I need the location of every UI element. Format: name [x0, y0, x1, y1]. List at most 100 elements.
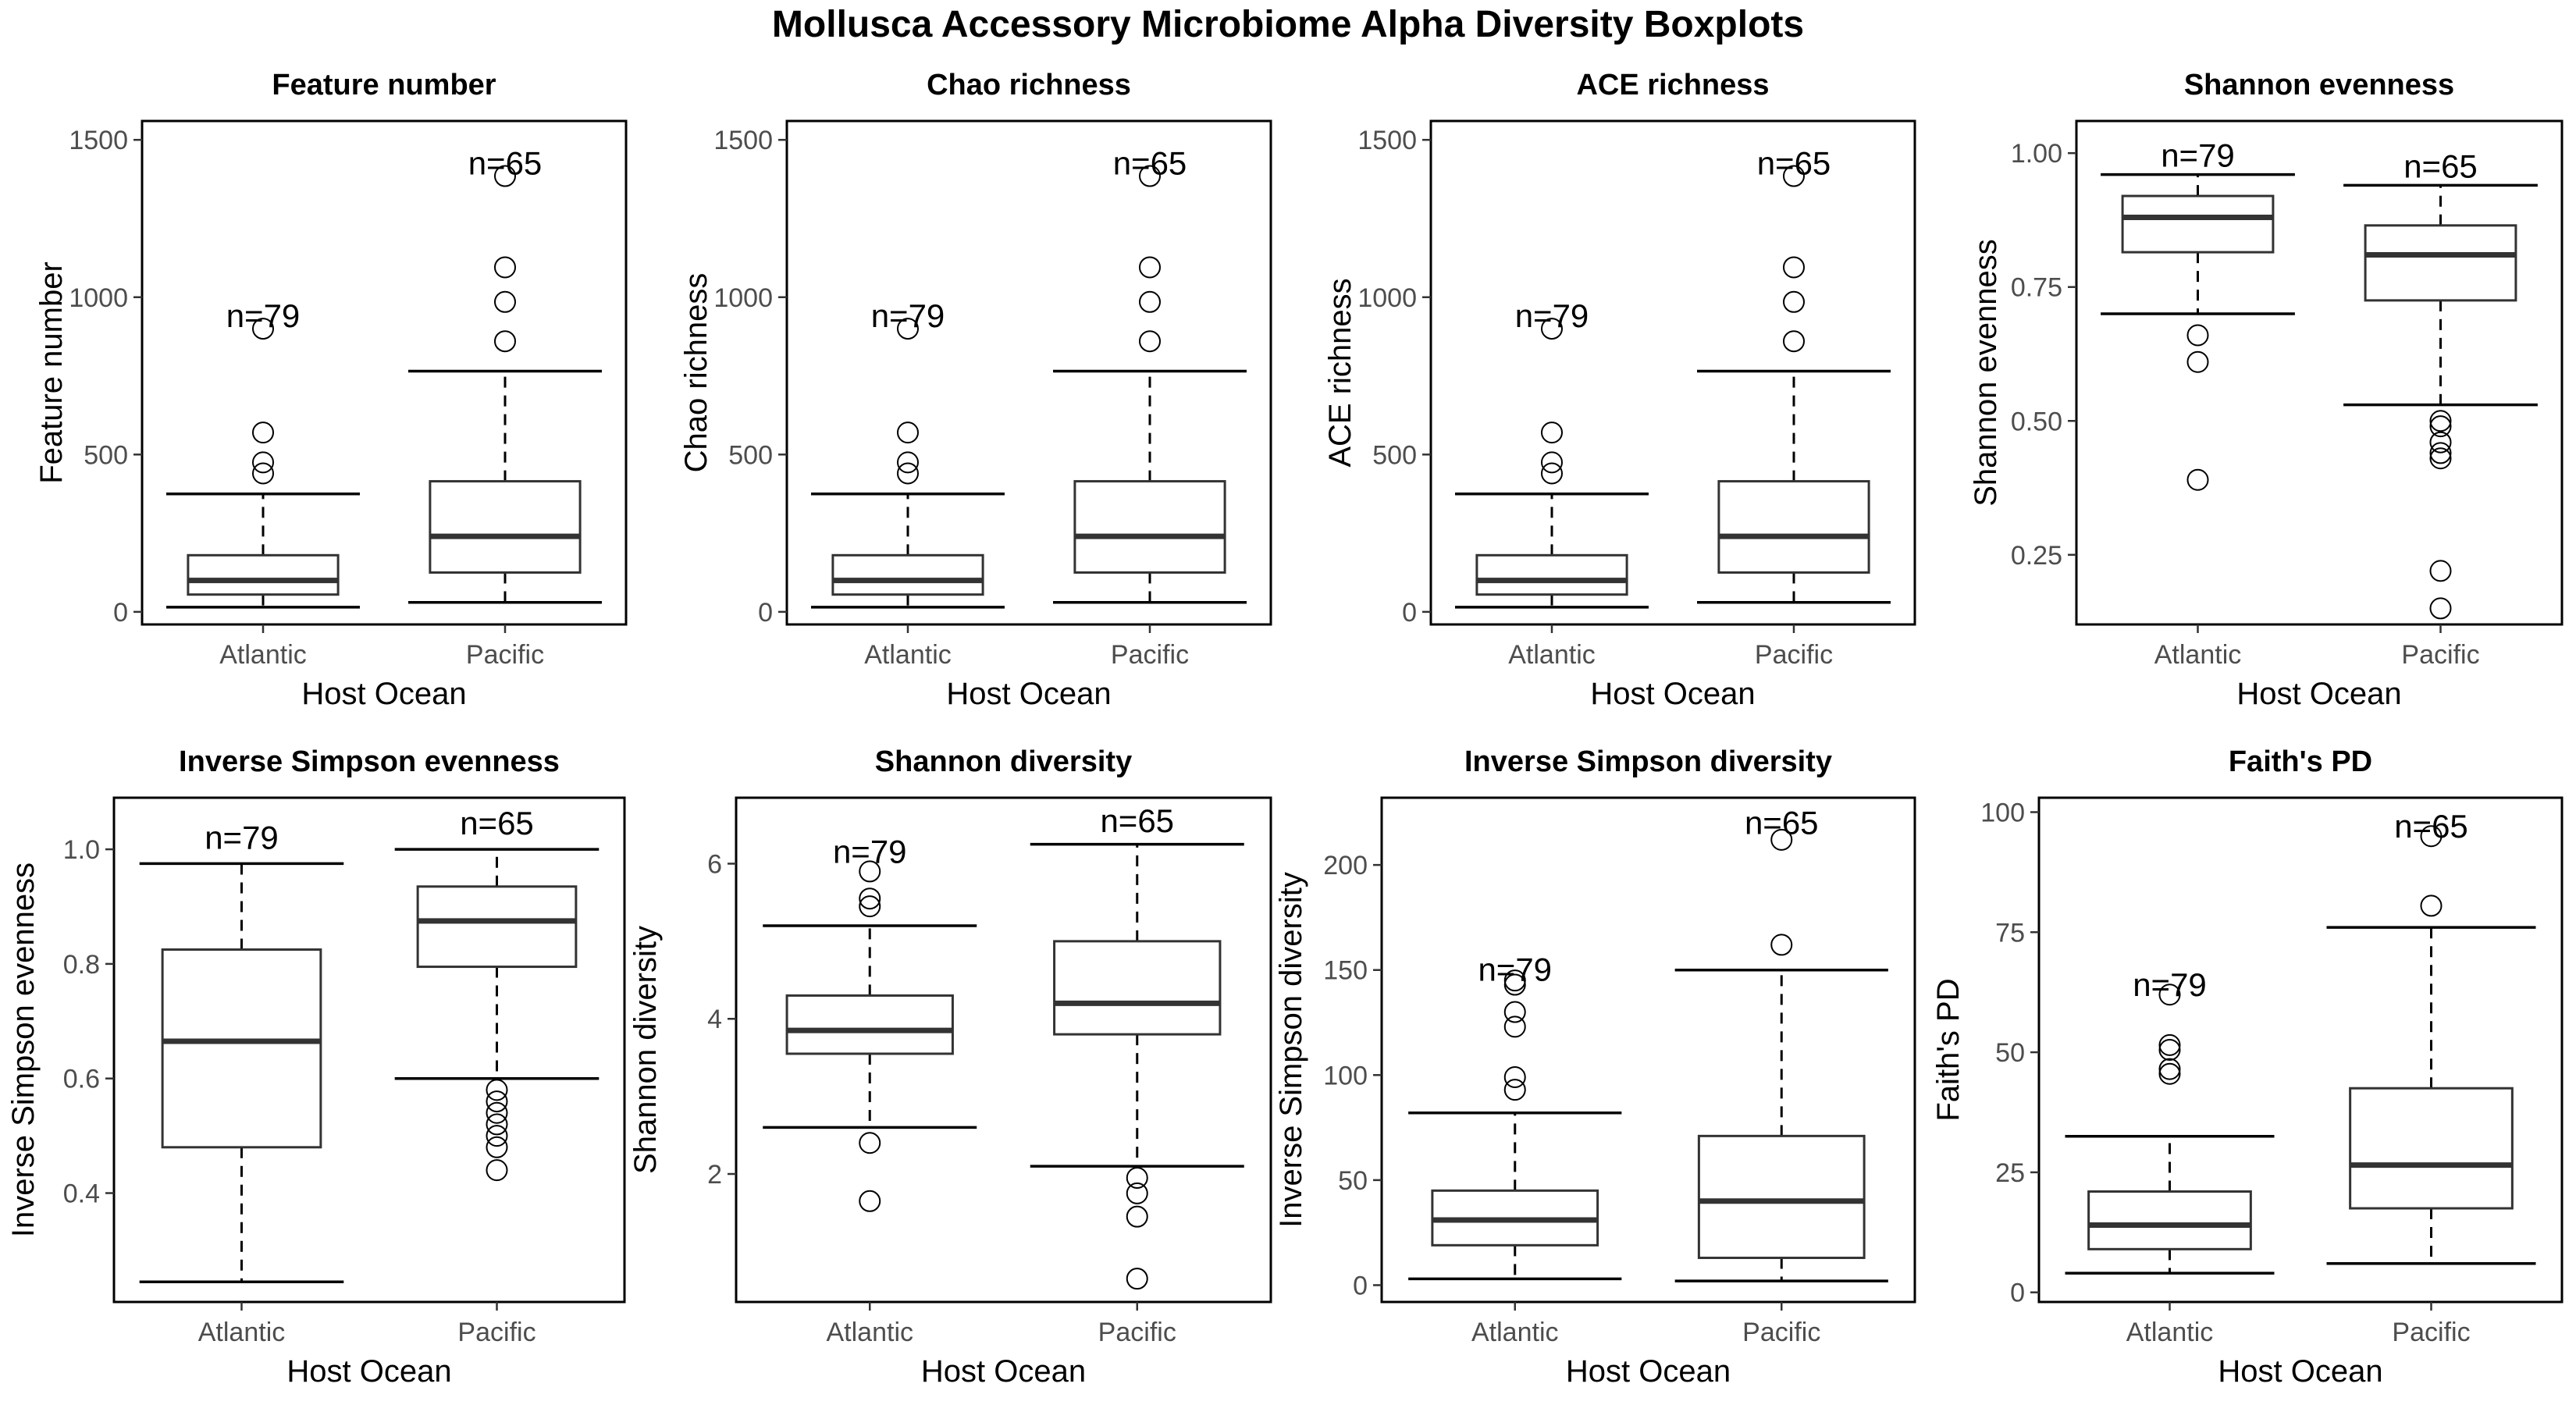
outlier-point — [1503, 1079, 1526, 1101]
x-tick-label: Atlantic — [219, 640, 307, 670]
outlier-point — [252, 462, 274, 485]
box-pacific: n=65 — [1697, 144, 1891, 604]
n-label: n=79 — [205, 819, 279, 855]
figure-title: Mollusca Accessory Microbiome Alpha Dive… — [771, 4, 1805, 45]
y-tick-label: 75 — [1995, 918, 2025, 948]
y-tick-label: 1000 — [1357, 283, 1417, 313]
outlier-point — [1783, 165, 1805, 187]
outlier-point — [2429, 442, 2452, 464]
outlier-point — [2429, 410, 2452, 432]
outlier-point — [2429, 560, 2452, 582]
x-tick-label: Atlantic — [198, 1318, 286, 1347]
box-iqr — [1475, 553, 1628, 596]
box-iqr — [831, 553, 984, 596]
outlier-point — [1503, 1016, 1526, 1038]
outlier-point — [1783, 256, 1805, 279]
panel-3: ACE richness 0 500 1000 1500 Atlantic PacificH… — [1323, 69, 1916, 711]
outlier-point — [2429, 597, 2452, 620]
box-iqr — [2121, 194, 2275, 254]
outlier-point — [859, 895, 881, 918]
outlier-point — [494, 290, 516, 313]
y-tick-label: 100 — [1980, 798, 2025, 827]
outlier-point — [2420, 895, 2443, 917]
box-atlantic: n=79 — [763, 834, 977, 1212]
outlier-point — [2158, 1033, 2181, 1056]
n-label: n=79 — [871, 297, 945, 334]
outlier-point — [1783, 290, 1805, 313]
n-label: n=79 — [1478, 951, 1552, 988]
x-tick-label: Atlantic — [2126, 1318, 2214, 1347]
outlier-point — [1541, 462, 1563, 485]
panel-frame — [2075, 119, 2564, 626]
box-iqr — [1697, 1134, 1866, 1259]
y-tick-label: 0.25 — [2011, 541, 2062, 571]
panel-title: Inverse Simpson evenness — [179, 745, 560, 778]
outlier-point — [1139, 165, 1161, 187]
n-label: n=65 — [1100, 802, 1174, 839]
x-axis-title: Host Ocean — [2218, 1354, 2382, 1389]
box-atlantic: n=79 — [166, 297, 360, 609]
y-tick-label: 500 — [1372, 440, 1417, 470]
y-tick-label: 200 — [1323, 851, 1368, 880]
panel-7: Inverse Simpson diversity 0 50 100 150 200 Atl… — [1274, 745, 1916, 1389]
x-tick-label: Atlantic — [1508, 640, 1596, 670]
x-tick-label: Atlantic — [2154, 640, 2242, 670]
y-tick-label: 0 — [2010, 1279, 2025, 1308]
panel-1: Feature number 0 500 1000 1500 Atlantic Pacifi… — [34, 69, 628, 711]
n-label: n=79 — [226, 297, 301, 334]
x-axis-title: Host Ocean — [1590, 677, 1755, 711]
x-tick-label: Pacific — [1755, 640, 1833, 670]
y-tick-label: 500 — [728, 440, 773, 470]
n-label: n=65 — [2403, 148, 2478, 184]
outlier-point — [252, 451, 274, 474]
x-tick-label: Atlantic — [1471, 1318, 1559, 1347]
outlier-point — [1503, 1065, 1526, 1088]
y-tick-label: 0.8 — [63, 950, 100, 980]
panel-title: Faith's PD — [2229, 745, 2372, 778]
outlier-point — [1126, 1166, 1148, 1189]
y-tick-label: 0.4 — [63, 1179, 100, 1209]
outlier-point — [1503, 973, 1526, 996]
box-pacific: n=65 — [1030, 802, 1244, 1290]
panel-title: Feature number — [272, 69, 496, 101]
x-tick-label: Pacific — [2392, 1318, 2470, 1347]
panel-8: Faith's PD 0 25 50 75 100 Atlantic Pacific Host … — [1931, 745, 2564, 1389]
box-atlantic: n=79 — [1408, 951, 1622, 1281]
y-tick-label: 0 — [1353, 1271, 1368, 1300]
outlier-point — [2429, 431, 2452, 454]
outlier-point — [1139, 290, 1161, 313]
y-axis-title: Shannon evenness — [1969, 239, 2003, 507]
y-tick-label: 1000 — [713, 283, 773, 313]
box-pacific: n=65 — [1053, 144, 1247, 604]
panel-frame — [2037, 796, 2564, 1304]
x-tick-label: Pacific — [1111, 640, 1189, 670]
y-tick-label: 4 — [707, 1005, 722, 1034]
outlier-point — [897, 318, 919, 340]
y-tick-label: 500 — [84, 440, 128, 470]
outlier-point — [486, 1136, 508, 1158]
panel-5: Inverse Simpson evenness 0.4 0.6 0.8 1.0 Atla… — [6, 745, 626, 1389]
panel-frame — [1429, 119, 1916, 626]
x-axis-title: Host Ocean — [301, 677, 466, 711]
y-axis-title: Chao richness — [679, 273, 713, 473]
box-pacific: n=65 — [1674, 804, 1888, 1282]
outlier-point — [486, 1159, 508, 1182]
outlier-point — [859, 860, 881, 883]
box-iqr — [1073, 480, 1226, 574]
panel-frame — [141, 119, 628, 626]
y-axis-title: Inverse Simpson diversity — [1274, 872, 1308, 1228]
outlier-point — [2186, 324, 2209, 347]
x-tick-label: Pacific — [2401, 640, 2479, 670]
box-pacific: n=65 — [394, 805, 600, 1182]
y-tick-label: 50 — [1338, 1166, 1368, 1196]
y-tick-label: 1500 — [713, 126, 773, 155]
box-atlantic: n=79 — [2101, 137, 2295, 491]
outlier-point — [1770, 828, 1793, 851]
outlier-point — [494, 165, 516, 187]
y-tick-label: 25 — [1995, 1158, 2025, 1188]
outlier-point — [2429, 415, 2452, 438]
outlier-point — [486, 1101, 508, 1124]
outlier-point — [859, 887, 881, 910]
outlier-point — [2158, 1039, 2181, 1061]
x-tick-label: Pacific — [466, 640, 544, 670]
